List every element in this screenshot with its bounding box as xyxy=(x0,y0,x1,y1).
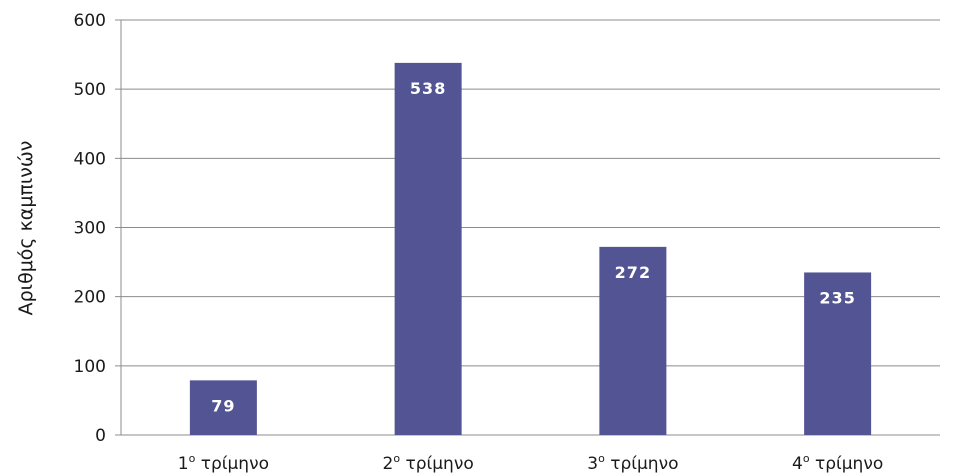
bar-value-label: 272 xyxy=(615,263,651,282)
y-tick-label: 500 xyxy=(74,80,106,100)
y-tick-label: 0 xyxy=(95,426,106,446)
x-category-label: 4ο τρίμηνο xyxy=(792,452,883,474)
y-tick-label: 200 xyxy=(74,288,106,308)
x-category-label: 3ο τρίμηνο xyxy=(587,452,678,474)
y-tick-label: 100 xyxy=(74,357,106,377)
bars xyxy=(189,62,872,436)
bar xyxy=(599,246,667,435)
category-labels: 1ο τρίμηνο 2ο τρίμηνο 3ο τρίμηνο 4ο τρίμηνο xyxy=(178,452,883,474)
bar xyxy=(189,380,257,435)
bar-value-label: 235 xyxy=(819,288,855,307)
y-axis-label: Αριθμός καμπινών xyxy=(15,141,37,316)
x-category-label: 2ο τρίμηνο xyxy=(383,452,474,474)
bar xyxy=(804,272,872,435)
bar-value-label: 79 xyxy=(211,396,235,415)
y-tick-label: 400 xyxy=(74,149,106,169)
y-tick-labels: 0 100 200 300 400 500 600 xyxy=(74,11,106,446)
y-tick-label: 600 xyxy=(74,11,106,31)
y-tick-label: 300 xyxy=(74,219,106,239)
data-labels: 79 538 272 235 xyxy=(211,79,855,415)
bar xyxy=(394,62,462,436)
bar-value-label: 538 xyxy=(410,79,446,98)
x-category-label: 1ο τρίμηνο xyxy=(178,452,269,474)
